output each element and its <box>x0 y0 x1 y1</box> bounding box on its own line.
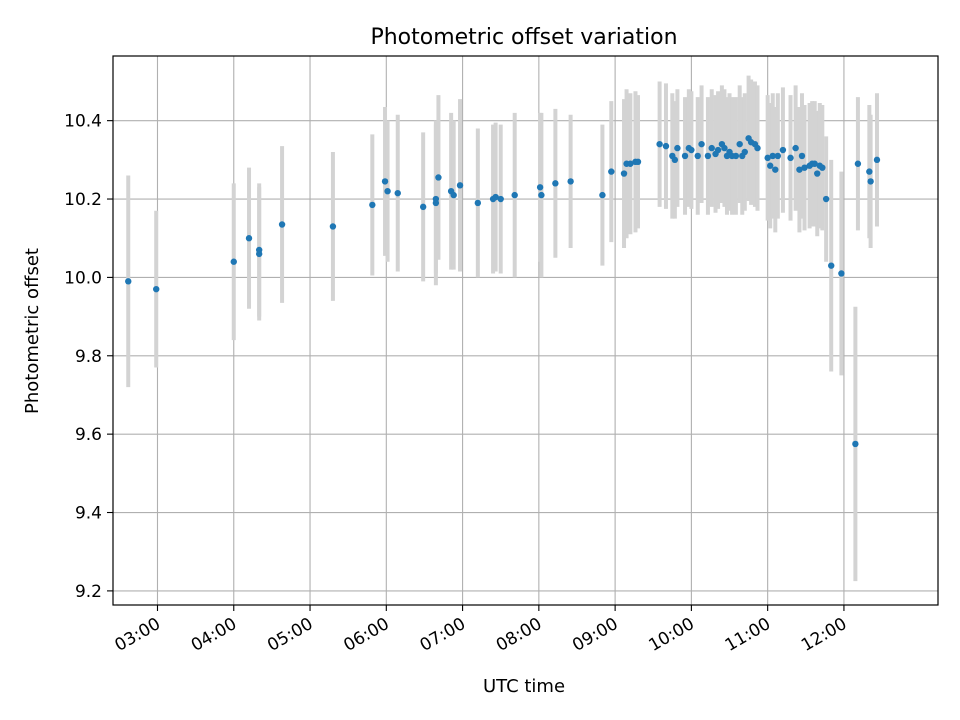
data-point <box>620 170 628 177</box>
plot-frame <box>112 55 939 606</box>
data-point <box>394 189 401 197</box>
data-point <box>419 203 427 211</box>
data-point <box>255 246 263 254</box>
data-point <box>662 142 670 150</box>
data-point <box>511 191 518 199</box>
y-axis-label: Photometric offset <box>22 248 43 414</box>
y-tick-label: 10.4 <box>64 112 102 132</box>
data-point <box>674 144 681 152</box>
data-point <box>779 146 787 154</box>
data-point <box>599 191 606 199</box>
data-point <box>819 164 826 171</box>
data-point <box>767 162 774 169</box>
data-point <box>230 258 237 265</box>
data-point <box>732 152 740 160</box>
data-point <box>838 270 845 277</box>
data-point <box>814 170 821 177</box>
data-point <box>769 152 776 160</box>
data-point <box>688 146 695 154</box>
x-axis-label: UTC time <box>483 676 565 697</box>
data-point <box>822 195 830 203</box>
data-point <box>854 160 862 167</box>
data-point <box>536 184 544 191</box>
data-point <box>681 152 689 160</box>
data-point <box>741 148 748 156</box>
chart-title: Photometric offset variation <box>370 25 677 50</box>
data-point <box>867 178 874 185</box>
data-point <box>787 154 794 162</box>
y-tick-label: 10.0 <box>64 268 102 288</box>
data-point <box>497 195 504 203</box>
data-point <box>873 156 881 164</box>
y-tick-label: 9.8 <box>75 347 102 367</box>
data-point <box>736 140 743 148</box>
data-point <box>798 152 806 160</box>
data-point <box>153 285 160 293</box>
data-point <box>552 180 559 187</box>
data-point <box>656 140 663 148</box>
data-point <box>432 195 440 203</box>
data-point <box>450 191 457 199</box>
data-point <box>796 166 803 173</box>
data-point <box>764 154 771 162</box>
data-point <box>704 152 712 160</box>
data-point <box>866 168 873 175</box>
data-point <box>671 156 679 164</box>
data-point <box>492 193 499 201</box>
data-point <box>801 164 808 171</box>
data-point <box>278 221 286 228</box>
data-point <box>384 187 391 195</box>
data-point <box>435 174 442 181</box>
data-point <box>772 166 779 173</box>
data-point <box>125 278 132 285</box>
data-point <box>567 178 574 185</box>
data-point <box>698 140 705 148</box>
data-point <box>721 144 728 152</box>
data-point <box>329 223 337 230</box>
data-point <box>474 199 482 207</box>
data-point <box>538 191 545 199</box>
data-point <box>694 152 701 160</box>
data-point <box>627 160 634 167</box>
data-point <box>828 262 835 269</box>
data-point <box>792 144 799 152</box>
y-tick-label: 9.2 <box>75 582 102 602</box>
y-tick-label: 9.6 <box>75 425 102 445</box>
data-point <box>369 201 376 209</box>
data-point <box>708 144 715 152</box>
y-tick-label: 10.2 <box>64 190 102 210</box>
data-point <box>754 144 761 152</box>
data-point <box>634 158 642 166</box>
data-point <box>774 152 782 160</box>
data-point <box>811 160 818 167</box>
data-point <box>245 235 253 242</box>
data-point <box>714 146 722 154</box>
data-point <box>381 178 389 185</box>
data-point <box>608 168 615 175</box>
data-points <box>125 135 881 448</box>
y-tick-label: 9.4 <box>75 504 102 524</box>
data-point <box>456 182 464 189</box>
data-point <box>852 440 859 448</box>
